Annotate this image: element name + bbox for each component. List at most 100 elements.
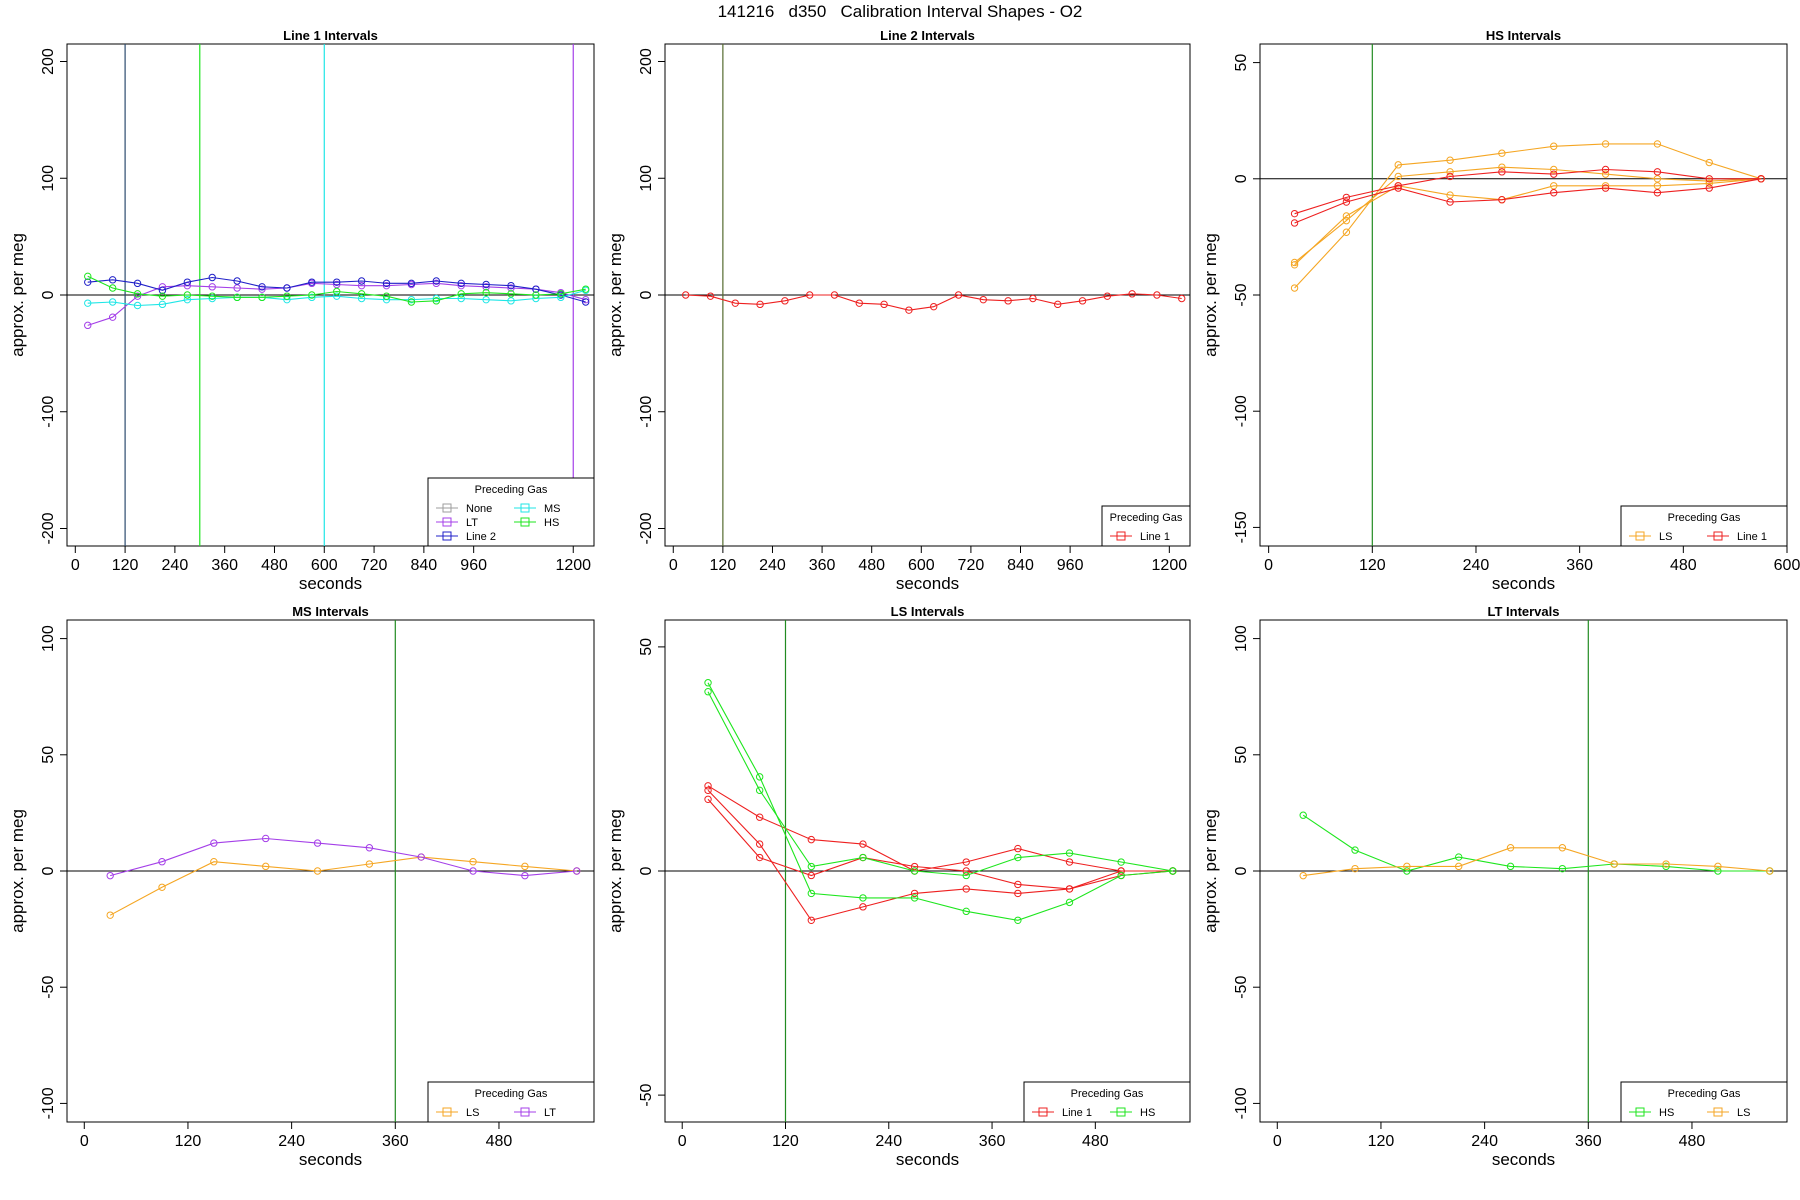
data-point <box>210 858 218 866</box>
chart-panel-5: LS Intervals 0 120 240 360 480 seconds -50 0 50 ap… <box>606 604 1191 1169</box>
y-tick-label: 100 <box>1233 625 1250 652</box>
legend-swatch-marker <box>1713 1107 1723 1117</box>
x-tick-label: 120 <box>710 557 737 574</box>
data-point <box>1662 862 1670 871</box>
data-point <box>158 300 167 309</box>
y-tick-label: 0 <box>40 866 57 875</box>
data-point <box>1550 182 1558 190</box>
data-point <box>807 871 816 880</box>
data-point <box>1014 853 1022 862</box>
data-point <box>781 297 789 305</box>
y-axis-label: approx. per meg <box>8 809 27 933</box>
x-tick-label: 720 <box>958 557 985 574</box>
y-tick-label: -150 <box>1233 511 1250 543</box>
data-point <box>84 299 92 307</box>
legend-title: Preceding Gas <box>475 484 548 496</box>
legend: Preceding Gas HS LS <box>1620 1081 1788 1123</box>
data-point <box>1394 182 1402 190</box>
data-point <box>1290 219 1299 227</box>
data-point <box>208 283 216 291</box>
data-point <box>1653 175 1662 183</box>
data-point <box>755 840 764 848</box>
y-axis-label: approx. per meg <box>606 233 625 357</box>
x-tick-label: 600 <box>1774 557 1800 574</box>
legend-entry-label: MS <box>544 503 561 515</box>
data-point <box>755 773 764 781</box>
legend: Preceding Gas None LT Line 2 MS HS <box>427 477 595 547</box>
legend-entry-label: LS <box>466 1107 479 1119</box>
legend-entry-label: None <box>466 503 492 515</box>
x-tick-label: 480 <box>486 1133 513 1150</box>
series-line <box>707 691 1173 877</box>
data-point <box>1078 297 1087 305</box>
x-tick-label: 600 <box>311 557 338 574</box>
legend-entry-label: LS <box>1737 1107 1750 1119</box>
data-point <box>208 292 216 300</box>
data-point <box>357 294 366 303</box>
data-point <box>1169 867 1177 875</box>
data-point <box>333 287 341 296</box>
legend-swatch-marker <box>520 1107 530 1117</box>
legend: Preceding Gas LS Line 1 <box>1620 505 1788 547</box>
data-point <box>1065 898 1074 907</box>
x-tick-label: 480 <box>1082 1133 1109 1150</box>
data-point <box>731 299 739 307</box>
data-point <box>704 782 712 790</box>
data-point <box>532 291 540 299</box>
series-line <box>1294 143 1762 289</box>
data-point <box>417 853 425 861</box>
legend-entry-label: LS <box>1659 531 1672 543</box>
data-point <box>382 281 391 290</box>
x-tick-label: 360 <box>809 557 836 574</box>
series-line <box>707 682 1173 921</box>
legend-box <box>427 477 595 547</box>
x-tick-label: 0 <box>1273 1133 1282 1150</box>
data-point <box>1351 864 1359 873</box>
data-point <box>482 288 490 297</box>
data-point <box>313 867 322 875</box>
data-point <box>1103 292 1112 300</box>
data-point <box>183 295 192 304</box>
data-point <box>333 292 341 300</box>
x-tick-label: 240 <box>1463 557 1490 574</box>
y-axis-label: approx. per meg <box>8 233 27 357</box>
data-point <box>755 853 764 862</box>
data-point <box>1342 198 1351 206</box>
data-point <box>1558 844 1567 852</box>
legend-swatch-marker <box>1038 1107 1048 1117</box>
data-point <box>532 285 540 293</box>
legend-swatch-marker <box>442 531 452 541</box>
data-point <box>84 321 92 330</box>
data-point <box>457 279 465 288</box>
data-point <box>183 278 192 286</box>
legend-swatch-marker <box>520 517 530 527</box>
data-point <box>1601 170 1610 178</box>
data-point <box>807 862 816 871</box>
y-tick-label: 50 <box>638 638 655 656</box>
chart-title: LS Intervals <box>891 604 965 619</box>
data-point <box>106 871 114 880</box>
data-point <box>208 294 216 303</box>
y-tick-label: 50 <box>1233 54 1250 72</box>
data-point <box>457 281 465 290</box>
data-point <box>1290 284 1299 292</box>
x-tick-label: 360 <box>979 1133 1006 1150</box>
data-point <box>1558 864 1567 873</box>
data-point <box>1290 209 1299 218</box>
x-tick-label: 0 <box>678 1133 687 1150</box>
chart-title: HS Intervals <box>1486 28 1561 43</box>
data-point <box>1705 175 1713 183</box>
legend-title: Preceding Gas <box>475 1088 548 1100</box>
data-point <box>962 867 970 875</box>
data-point <box>1550 165 1558 174</box>
data-point <box>807 916 816 925</box>
y-tick-label: 0 <box>1233 174 1250 183</box>
data-point <box>1290 261 1299 269</box>
data-point <box>910 894 919 902</box>
y-tick-label: 0 <box>638 866 655 875</box>
data-point <box>755 813 764 821</box>
data-point <box>1446 191 1454 199</box>
series-line <box>707 798 1173 890</box>
data-point <box>1446 172 1454 181</box>
series-line <box>1294 178 1762 224</box>
